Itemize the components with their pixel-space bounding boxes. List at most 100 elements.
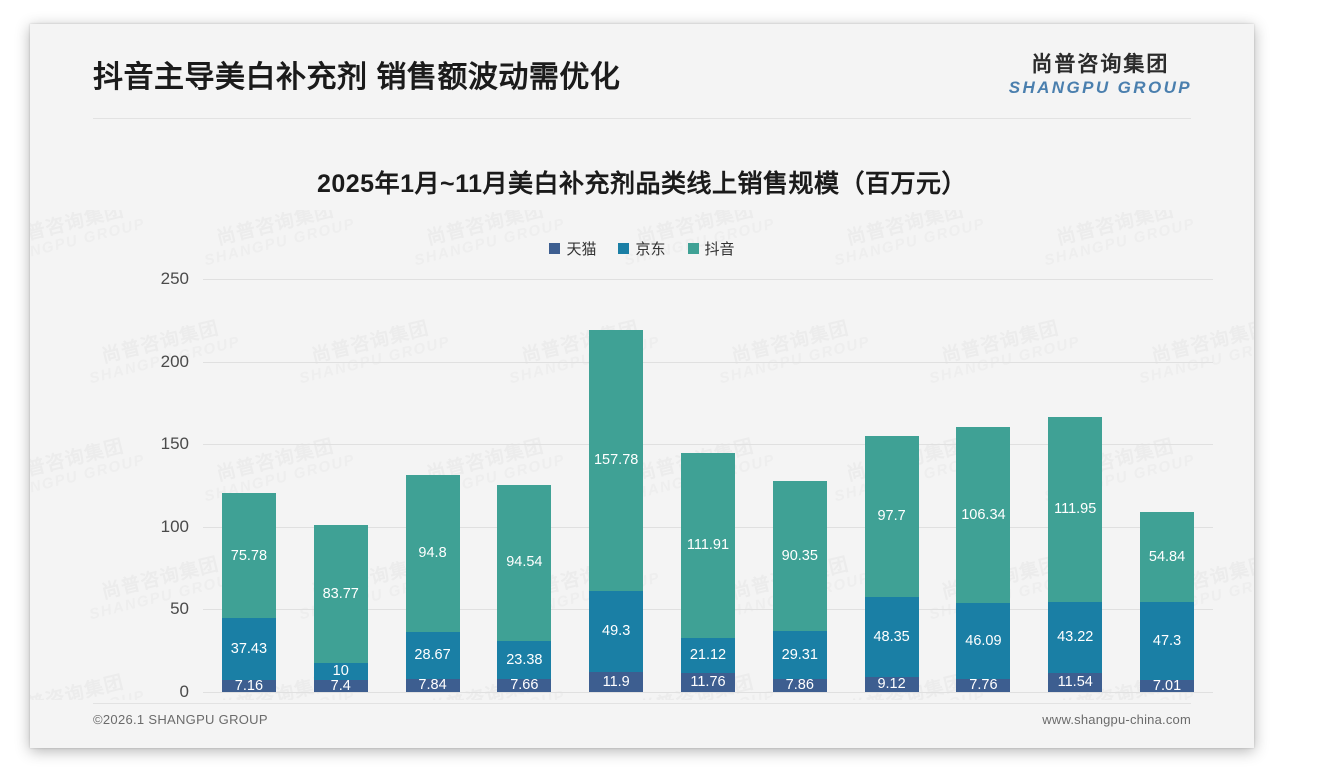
- y-axis-tick-label: 100: [160, 516, 189, 536]
- legend-swatch-icon: [618, 243, 630, 254]
- bar-value-label: 48.35: [873, 628, 910, 645]
- watermark-en: SHANGPU GROUP: [30, 687, 147, 700]
- bar-segment-天猫[interactable]: 7.86: [772, 677, 827, 694]
- bar-segment-抖音[interactable]: 106.34: [956, 427, 1011, 604]
- bar-value-label: 28.67: [414, 647, 451, 664]
- watermark-cn: 尚普咨询集团: [30, 436, 127, 486]
- bar-value-label: 23.38: [506, 651, 543, 668]
- bar-value-label: 7.01: [1152, 677, 1182, 694]
- bar-value-label: 94.8: [418, 545, 447, 562]
- chart-title: 2025年1月~11月美白补充剂品类线上销售规模（百万元）: [316, 170, 968, 198]
- bar-value-label: 46.09: [965, 632, 1002, 649]
- bar-value-label: 47.3: [1152, 633, 1182, 650]
- bar-segment-京东[interactable]: 10: [313, 663, 368, 680]
- bar-segment-京东[interactable]: 28.67: [405, 631, 460, 680]
- bar-value-label: 7.76: [969, 677, 998, 694]
- bar-value-label: 94.54: [506, 554, 543, 571]
- bar-segment-京东[interactable]: 46.09: [956, 603, 1011, 680]
- bar-segment-天猫[interactable]: 7.4: [313, 677, 368, 694]
- bar-value-label: 83.77: [322, 585, 359, 602]
- page-title: 抖音主导美白补充剂 销售额波动需优化: [93, 61, 621, 94]
- legend-swatch-icon: [687, 243, 699, 254]
- bar-segment-天猫[interactable]: 7.66: [497, 677, 552, 694]
- bar-segment-天猫[interactable]: 7.16: [221, 679, 276, 693]
- bar-segment-抖音[interactable]: 111.95: [1048, 416, 1103, 602]
- bar-segment-天猫[interactable]: 9.12: [864, 676, 919, 693]
- watermark-en: SHANGPU GROUP: [30, 451, 148, 506]
- y-axis-tick-label: 50: [170, 599, 189, 619]
- bar-value-label: 37.43: [230, 641, 268, 657]
- bar-group-M8[interactable]: 97.748.359.12M8: [864, 279, 919, 693]
- bar-segment-抖音[interactable]: 94.54: [497, 484, 552, 641]
- bar-group-M3[interactable]: 94.828.677.84M3: [405, 279, 460, 692]
- legend-label: 京东: [635, 241, 666, 258]
- bar-segment-京东[interactable]: 47.3: [1140, 602, 1195, 681]
- bar-segment-抖音[interactable]: 83.77: [313, 524, 368, 664]
- bar-value-label: 21.12: [689, 646, 727, 663]
- bar-segment-抖音[interactable]: 90.35: [772, 481, 827, 631]
- bar-segment-京东[interactable]: 23.38: [497, 640, 552, 680]
- bar-value-label: 111.95: [1054, 500, 1097, 517]
- footer-website: www.shangpu-china.com: [1042, 712, 1191, 727]
- bar-value-label: 43.22: [1057, 628, 1094, 645]
- bar-segment-抖音[interactable]: 94.8: [405, 475, 460, 632]
- bar-segment-京东[interactable]: 29.31: [772, 630, 827, 680]
- bar-segment-天猫[interactable]: 7.84: [405, 678, 460, 692]
- bar-series-layer: 75.7837.437.16M183.77107.4M294.828.677.8…: [203, 279, 1213, 694]
- legend-item-天猫[interactable]: 天猫: [549, 238, 596, 259]
- y-axis-tick-label: 0: [179, 682, 189, 700]
- slide-canvas: 抖音主导美白补充剂 销售额波动需优化 尚普咨询集团 SHANGPU GROUP …: [30, 24, 1254, 748]
- bar-value-label: 7.4: [330, 677, 351, 694]
- y-axis-tick-label: 250: [160, 269, 189, 288]
- header-divider: [93, 118, 1191, 119]
- brand-logo-cn: 尚普咨询集团: [1031, 53, 1170, 76]
- bar-segment-天猫[interactable]: 11.76: [680, 672, 735, 692]
- bar-value-label: 54.84: [1148, 548, 1186, 565]
- bar-value-label: 111.91: [686, 537, 730, 554]
- bar-segment-天猫[interactable]: 7.76: [956, 677, 1011, 694]
- bar-value-label: 29.31: [781, 646, 818, 663]
- bar-segment-抖音[interactable]: 54.84: [1140, 511, 1195, 603]
- bar-segment-抖音[interactable]: 157.78: [589, 330, 644, 591]
- bar-value-label: 10: [332, 663, 349, 680]
- bar-value-label: 157.78: [593, 452, 639, 469]
- bar-value-label: 90.35: [781, 547, 818, 564]
- bar-segment-京东[interactable]: 49.3: [589, 590, 644, 673]
- bar-value-label: 75.78: [230, 547, 268, 564]
- legend-item-京东[interactable]: 京东: [618, 238, 666, 259]
- bar-segment-天猫[interactable]: 7.01: [1140, 677, 1195, 694]
- bar-value-label: 49.3: [602, 623, 631, 640]
- bar-segment-京东[interactable]: 37.43: [221, 618, 276, 681]
- bar-segment-抖音[interactable]: 75.78: [221, 493, 276, 619]
- bar-value-label: 9.12: [877, 676, 906, 693]
- bar-segment-京东[interactable]: 43.22: [1048, 601, 1103, 673]
- bar-value-label: 7.86: [785, 677, 814, 694]
- bar-value-label: 97.7: [877, 508, 906, 525]
- bar-value-label: 11.76: [690, 674, 726, 691]
- gridline: [203, 692, 1213, 693]
- bar-segment-天猫[interactable]: 11.54: [1048, 672, 1103, 692]
- bar-segment-京东[interactable]: 48.35: [864, 597, 919, 677]
- watermark-cn: 尚普咨询集团: [30, 672, 127, 700]
- bar-segment-抖音[interactable]: 97.7: [864, 435, 919, 598]
- bar-value-label: 11.54: [1057, 674, 1093, 691]
- gridline: [203, 361, 1213, 363]
- legend-label: 天猫: [566, 241, 597, 258]
- legend-item-抖音[interactable]: 抖音: [687, 238, 735, 259]
- bar-segment-天猫[interactable]: 11.9: [589, 672, 644, 692]
- bar-segment-京东[interactable]: 21.12: [680, 637, 735, 673]
- gridline: [203, 444, 1213, 446]
- legend-label: 抖音: [704, 241, 735, 258]
- bar-segment-抖音[interactable]: 111.91: [680, 452, 735, 638]
- bar-value-label: 7.66: [510, 677, 539, 694]
